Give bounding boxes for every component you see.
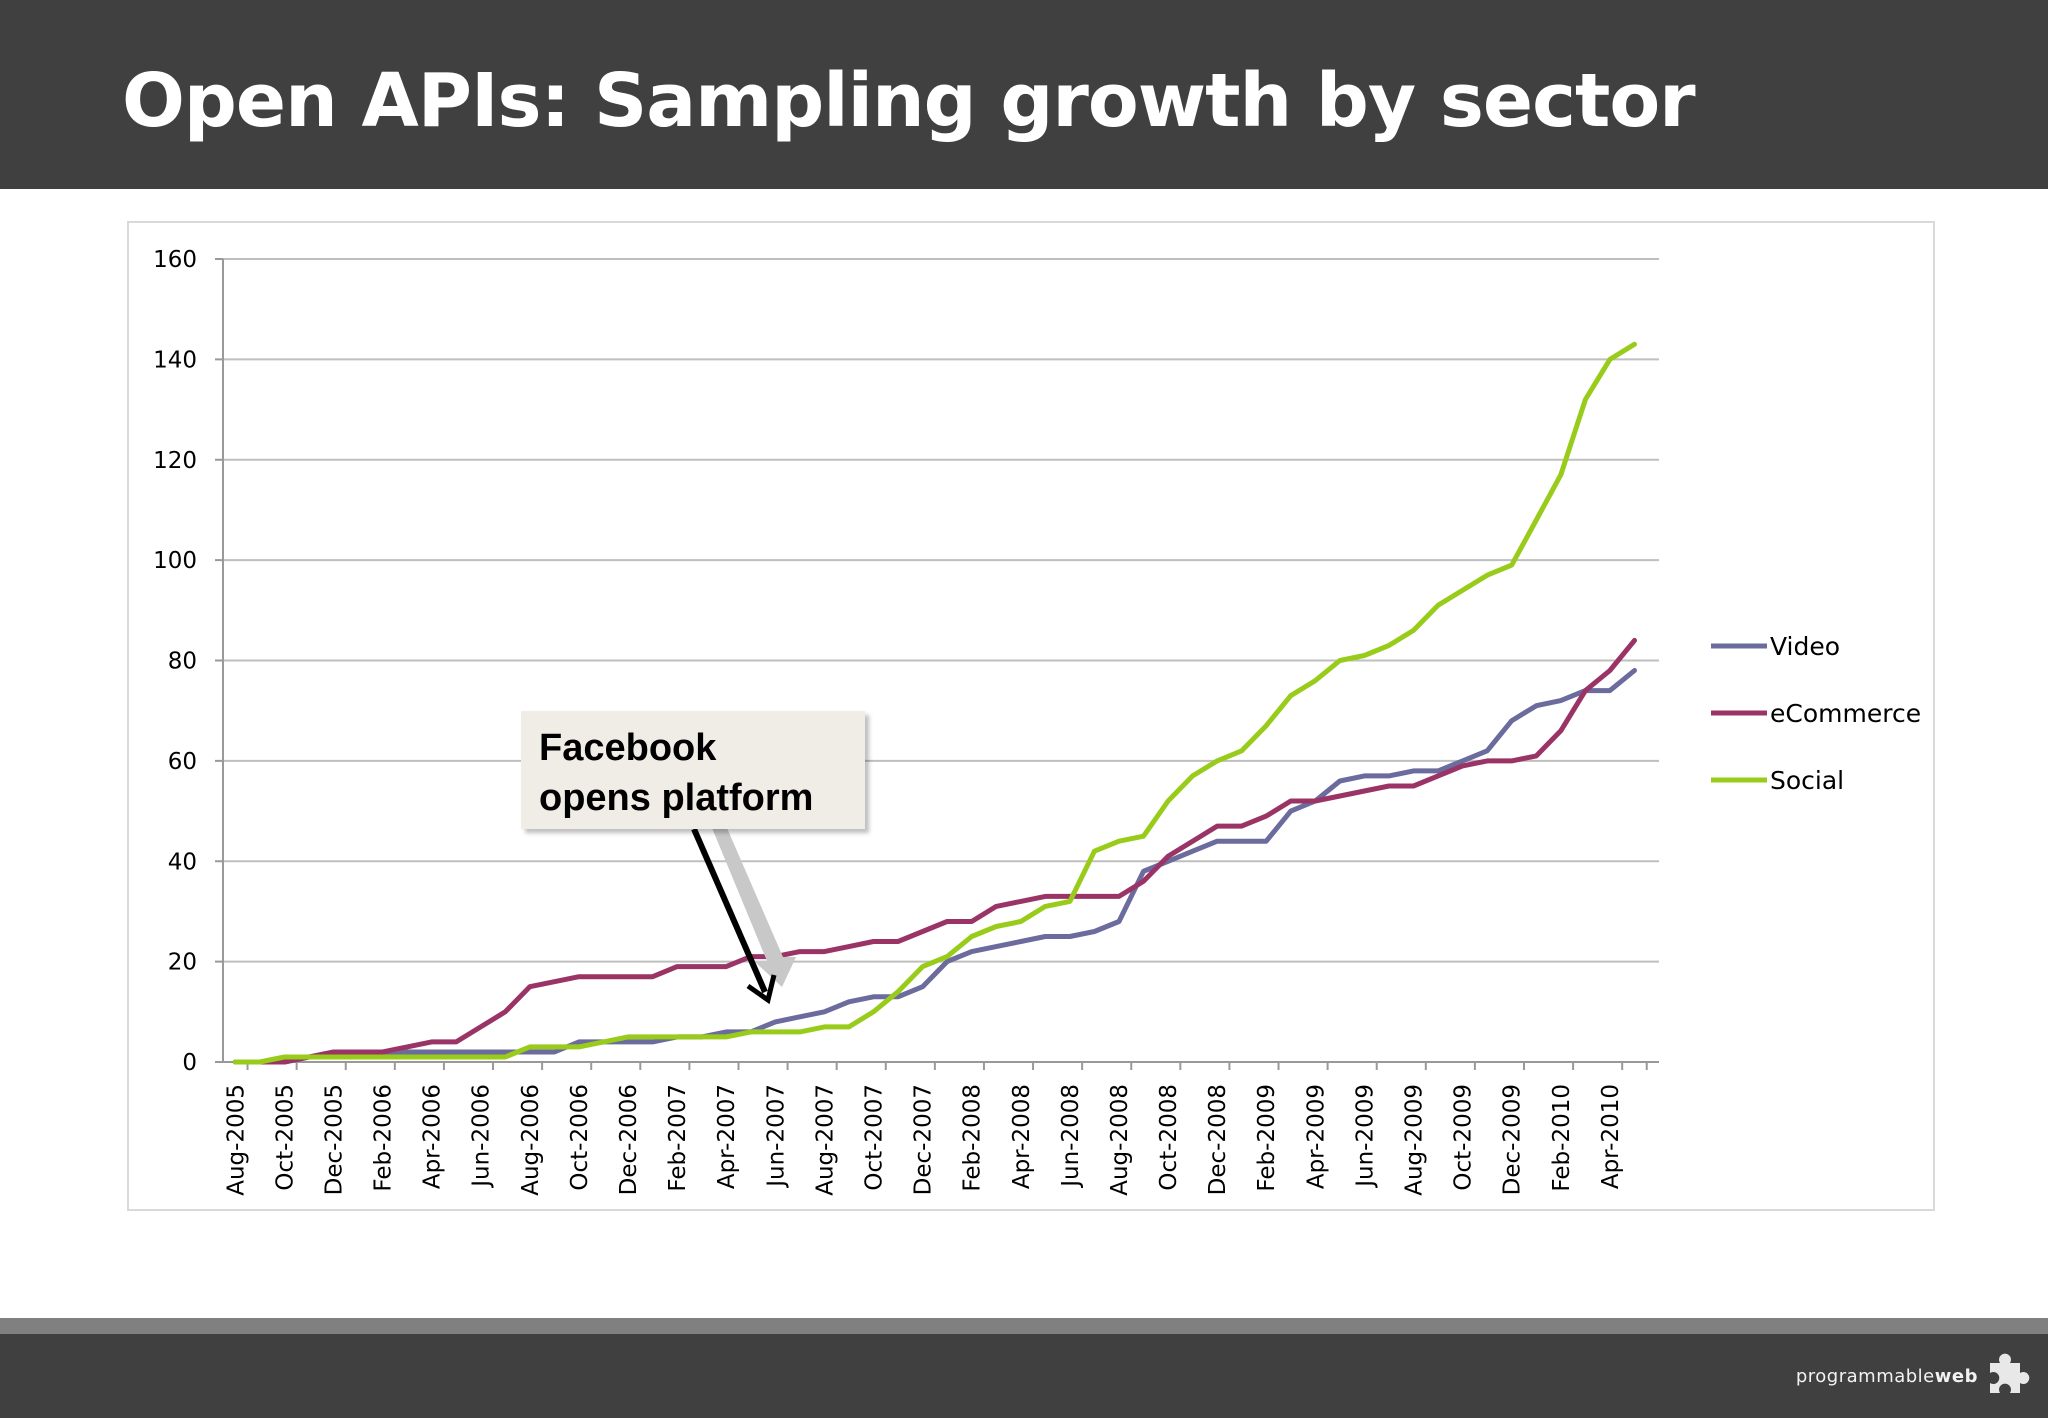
- x-tick-label: Dec-2005: [321, 1084, 347, 1195]
- arrow-shadow: [712, 828, 796, 987]
- legend-label: Video: [1770, 632, 1840, 661]
- y-tick-label: 60: [168, 749, 197, 775]
- logo-suffix: web: [1934, 1365, 1978, 1387]
- x-tick-label: Aug-2009: [1402, 1084, 1428, 1196]
- footer-bar: [0, 1334, 2048, 1418]
- x-tick-label: Feb-2006: [371, 1084, 397, 1192]
- chart-frame: [127, 221, 1935, 1211]
- facebook-callout: Facebook opens platform: [521, 711, 865, 829]
- callout-line-1: Facebook: [539, 727, 717, 769]
- series-lines: [232, 341, 1637, 1065]
- y-tick-label: 80: [168, 649, 197, 675]
- x-tick-label: Oct-2009: [1451, 1084, 1477, 1191]
- x-tick-label: Oct-2008: [1156, 1084, 1182, 1191]
- x-tick-label: Apr-2010: [1598, 1084, 1624, 1189]
- x-tick-label: Jun-2009: [1352, 1084, 1378, 1189]
- x-tick-label: Aug-2008: [1107, 1084, 1133, 1196]
- x-tick-label: Jun-2007: [763, 1084, 789, 1189]
- x-tick-label: Oct-2006: [567, 1084, 593, 1191]
- series-line-video: [232, 668, 1637, 1065]
- x-tick-label: Apr-2008: [1009, 1084, 1035, 1189]
- logo-text: programmable: [1795, 1365, 1935, 1387]
- y-tick-label: 100: [153, 548, 197, 574]
- x-tick-label: Dec-2007: [911, 1084, 937, 1195]
- slide-title: Open APIs: Sampling growth by sector: [122, 58, 1696, 144]
- x-tick-label: Dec-2006: [616, 1084, 642, 1195]
- x-tick-label: Apr-2007: [714, 1084, 740, 1189]
- x-tick-label: Jun-2006: [469, 1084, 495, 1189]
- footer-strip: [0, 1318, 2048, 1334]
- y-tick-label: 120: [153, 448, 197, 474]
- x-tick-label: Feb-2007: [665, 1084, 691, 1192]
- x-tick-label: Aug-2006: [518, 1084, 544, 1196]
- x-tick-label: Feb-2010: [1549, 1084, 1575, 1192]
- legend-label: Social: [1770, 766, 1844, 795]
- x-tick-label: Apr-2006: [420, 1084, 446, 1189]
- programmableweb-logo: programmable web: [1796, 1338, 2034, 1414]
- arrow-head: [746, 974, 777, 1005]
- x-tick-label: Aug-2007: [812, 1084, 838, 1196]
- y-tick-labels: 0 20 40 60 80 100 120 140 160: [153, 247, 197, 1076]
- callout-arrow: [691, 827, 796, 1005]
- gridlines: [223, 258, 1659, 963]
- series-line-ecommerce: [232, 637, 1637, 1065]
- series-line-social: [232, 341, 1637, 1065]
- x-tick-labels: Aug-2005 Oct-2005 Dec-2005 Feb-2006 Apr-2006…: [223, 1084, 1624, 1196]
- axes: [215, 258, 1659, 1070]
- x-tick-label: Apr-2009: [1303, 1084, 1329, 1189]
- x-tick-label: Oct-2007: [861, 1084, 887, 1191]
- legend-label: eCommerce: [1770, 699, 1921, 728]
- y-tick-label: 0: [182, 1050, 197, 1076]
- callout-line-2: opens platform: [539, 777, 814, 819]
- legend: Video eCommerce Social: [1711, 632, 1921, 795]
- y-tick-label: 140: [153, 347, 197, 373]
- y-tick-label: 20: [168, 950, 197, 976]
- puzzle-icon: [1980, 1349, 2034, 1403]
- x-tick-label: Dec-2008: [1205, 1084, 1231, 1195]
- arrow-line: [691, 827, 768, 994]
- x-tick-label: Dec-2009: [1500, 1084, 1526, 1195]
- x-tick-label: Feb-2009: [1254, 1084, 1280, 1192]
- x-tick-label: Jun-2008: [1058, 1084, 1084, 1189]
- x-tick-label: Oct-2005: [272, 1084, 298, 1191]
- title-bar: Open APIs: Sampling growth by sector: [0, 0, 2048, 189]
- x-tick-label: Aug-2005: [223, 1084, 249, 1196]
- x-tick-label: Feb-2008: [960, 1084, 986, 1192]
- y-tick-label: 40: [168, 849, 197, 875]
- y-tick-label: 160: [153, 247, 197, 273]
